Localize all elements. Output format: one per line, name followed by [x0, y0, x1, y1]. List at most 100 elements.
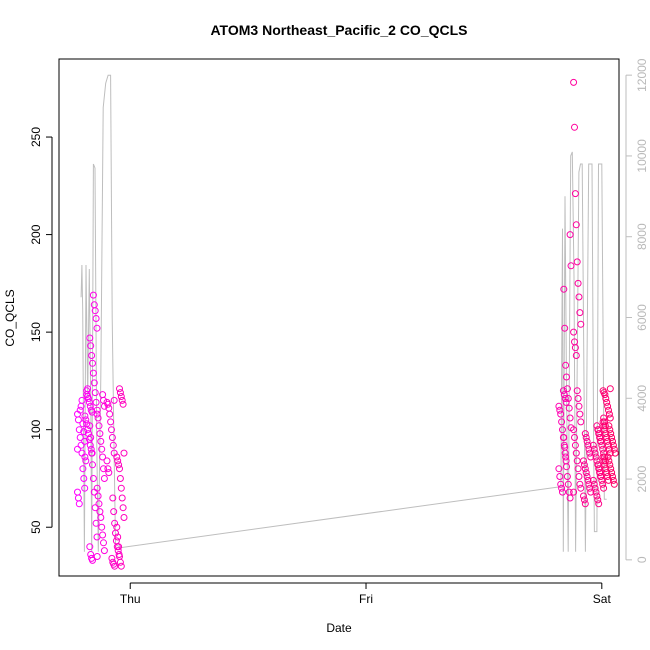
- data-point: [601, 461, 609, 469]
- data-point: [99, 453, 107, 461]
- data-point: [98, 445, 106, 453]
- data-point: [76, 434, 84, 441]
- data-point: [558, 418, 566, 426]
- data-point: [87, 434, 95, 441]
- right-axis: 0 2000 4000 6000 8000 10000 12000: [625, 58, 649, 563]
- right-tick-label: 0: [635, 556, 649, 563]
- data-point: [95, 500, 103, 508]
- data-point: [93, 324, 101, 332]
- points-layer: [74, 78, 619, 570]
- data-point: [74, 445, 81, 453]
- data-point: [600, 422, 608, 430]
- data-point: [116, 385, 123, 393]
- data-point: [115, 461, 123, 469]
- data-point: [89, 359, 96, 367]
- data-point: [600, 457, 608, 465]
- data-point: [563, 473, 571, 480]
- data-point: [117, 484, 125, 492]
- data-point: [86, 543, 94, 551]
- data-point: [594, 426, 602, 434]
- data-point: [93, 410, 101, 418]
- data-point: [580, 461, 588, 469]
- data-point: [575, 293, 583, 301]
- data-point: [81, 453, 89, 461]
- data-point: [89, 475, 97, 482]
- data-point: [584, 476, 592, 484]
- data-point: [96, 430, 104, 438]
- data-point: [604, 473, 612, 480]
- data-point: [604, 453, 612, 461]
- data-point: [89, 291, 97, 299]
- data-point: [93, 406, 101, 414]
- data-point: [602, 395, 610, 402]
- data-point: [120, 449, 128, 457]
- data-point: [561, 443, 569, 451]
- data-point: [592, 488, 600, 496]
- data-point: [93, 484, 101, 492]
- data-point: [86, 334, 94, 342]
- data-point: [611, 449, 619, 457]
- data-point: [114, 533, 122, 541]
- data-point: [605, 445, 613, 453]
- data-point: [74, 488, 81, 496]
- data-point: [86, 422, 94, 430]
- data-point: [111, 562, 119, 570]
- data-point: [100, 475, 108, 482]
- left-tick-label: 200: [29, 224, 43, 244]
- data-point: [597, 437, 605, 445]
- data-point: [79, 465, 87, 473]
- data-point: [114, 457, 122, 465]
- data-point: [571, 190, 579, 198]
- data-point: [98, 523, 106, 531]
- data-point: [581, 465, 589, 473]
- data-point: [77, 441, 85, 449]
- data-point: [577, 418, 585, 426]
- data-point: [596, 469, 604, 477]
- data-point: [88, 352, 96, 359]
- data-point: [563, 385, 571, 393]
- data-point: [576, 410, 584, 418]
- data-point: [118, 494, 126, 502]
- data-point: [81, 412, 89, 420]
- data-point: [564, 480, 572, 488]
- plot-frame: [58, 58, 620, 577]
- data-point: [570, 78, 578, 86]
- data-point: [93, 533, 101, 541]
- data-point: [75, 500, 83, 508]
- data-point: [599, 418, 607, 426]
- data-point: [84, 385, 92, 393]
- data-point: [118, 396, 126, 404]
- data-point: [599, 480, 607, 488]
- data-point: [595, 430, 603, 438]
- data-point: [74, 416, 82, 424]
- right-tick-label: 6000: [635, 304, 649, 331]
- data-point: [565, 404, 573, 412]
- data-point: [577, 484, 585, 492]
- right-tick-label: 8000: [635, 223, 649, 250]
- altitude-line-layer: [80, 74, 607, 552]
- data-point: [606, 414, 614, 422]
- data-point: [599, 445, 607, 453]
- data-point: [92, 315, 100, 322]
- data-point: [591, 449, 599, 457]
- data-point: [609, 441, 617, 449]
- data-point: [91, 389, 99, 397]
- data-point: [573, 387, 581, 395]
- data-point: [99, 531, 107, 539]
- data-point: [100, 547, 108, 555]
- data-point: [82, 416, 90, 424]
- data-point: [597, 473, 605, 480]
- data-point: [571, 123, 578, 131]
- data-point: [81, 437, 89, 445]
- left-axis: 50 100 150 200 250: [29, 127, 53, 534]
- data-point: [559, 387, 567, 395]
- data-point: [566, 414, 574, 422]
- data-point: [600, 484, 608, 492]
- data-point: [564, 395, 572, 402]
- right-tick-label: 4000: [635, 385, 649, 412]
- data-point: [583, 437, 591, 445]
- data-point: [560, 391, 568, 399]
- data-point: [93, 553, 101, 560]
- data-point: [591, 484, 599, 492]
- data-point: [90, 379, 98, 387]
